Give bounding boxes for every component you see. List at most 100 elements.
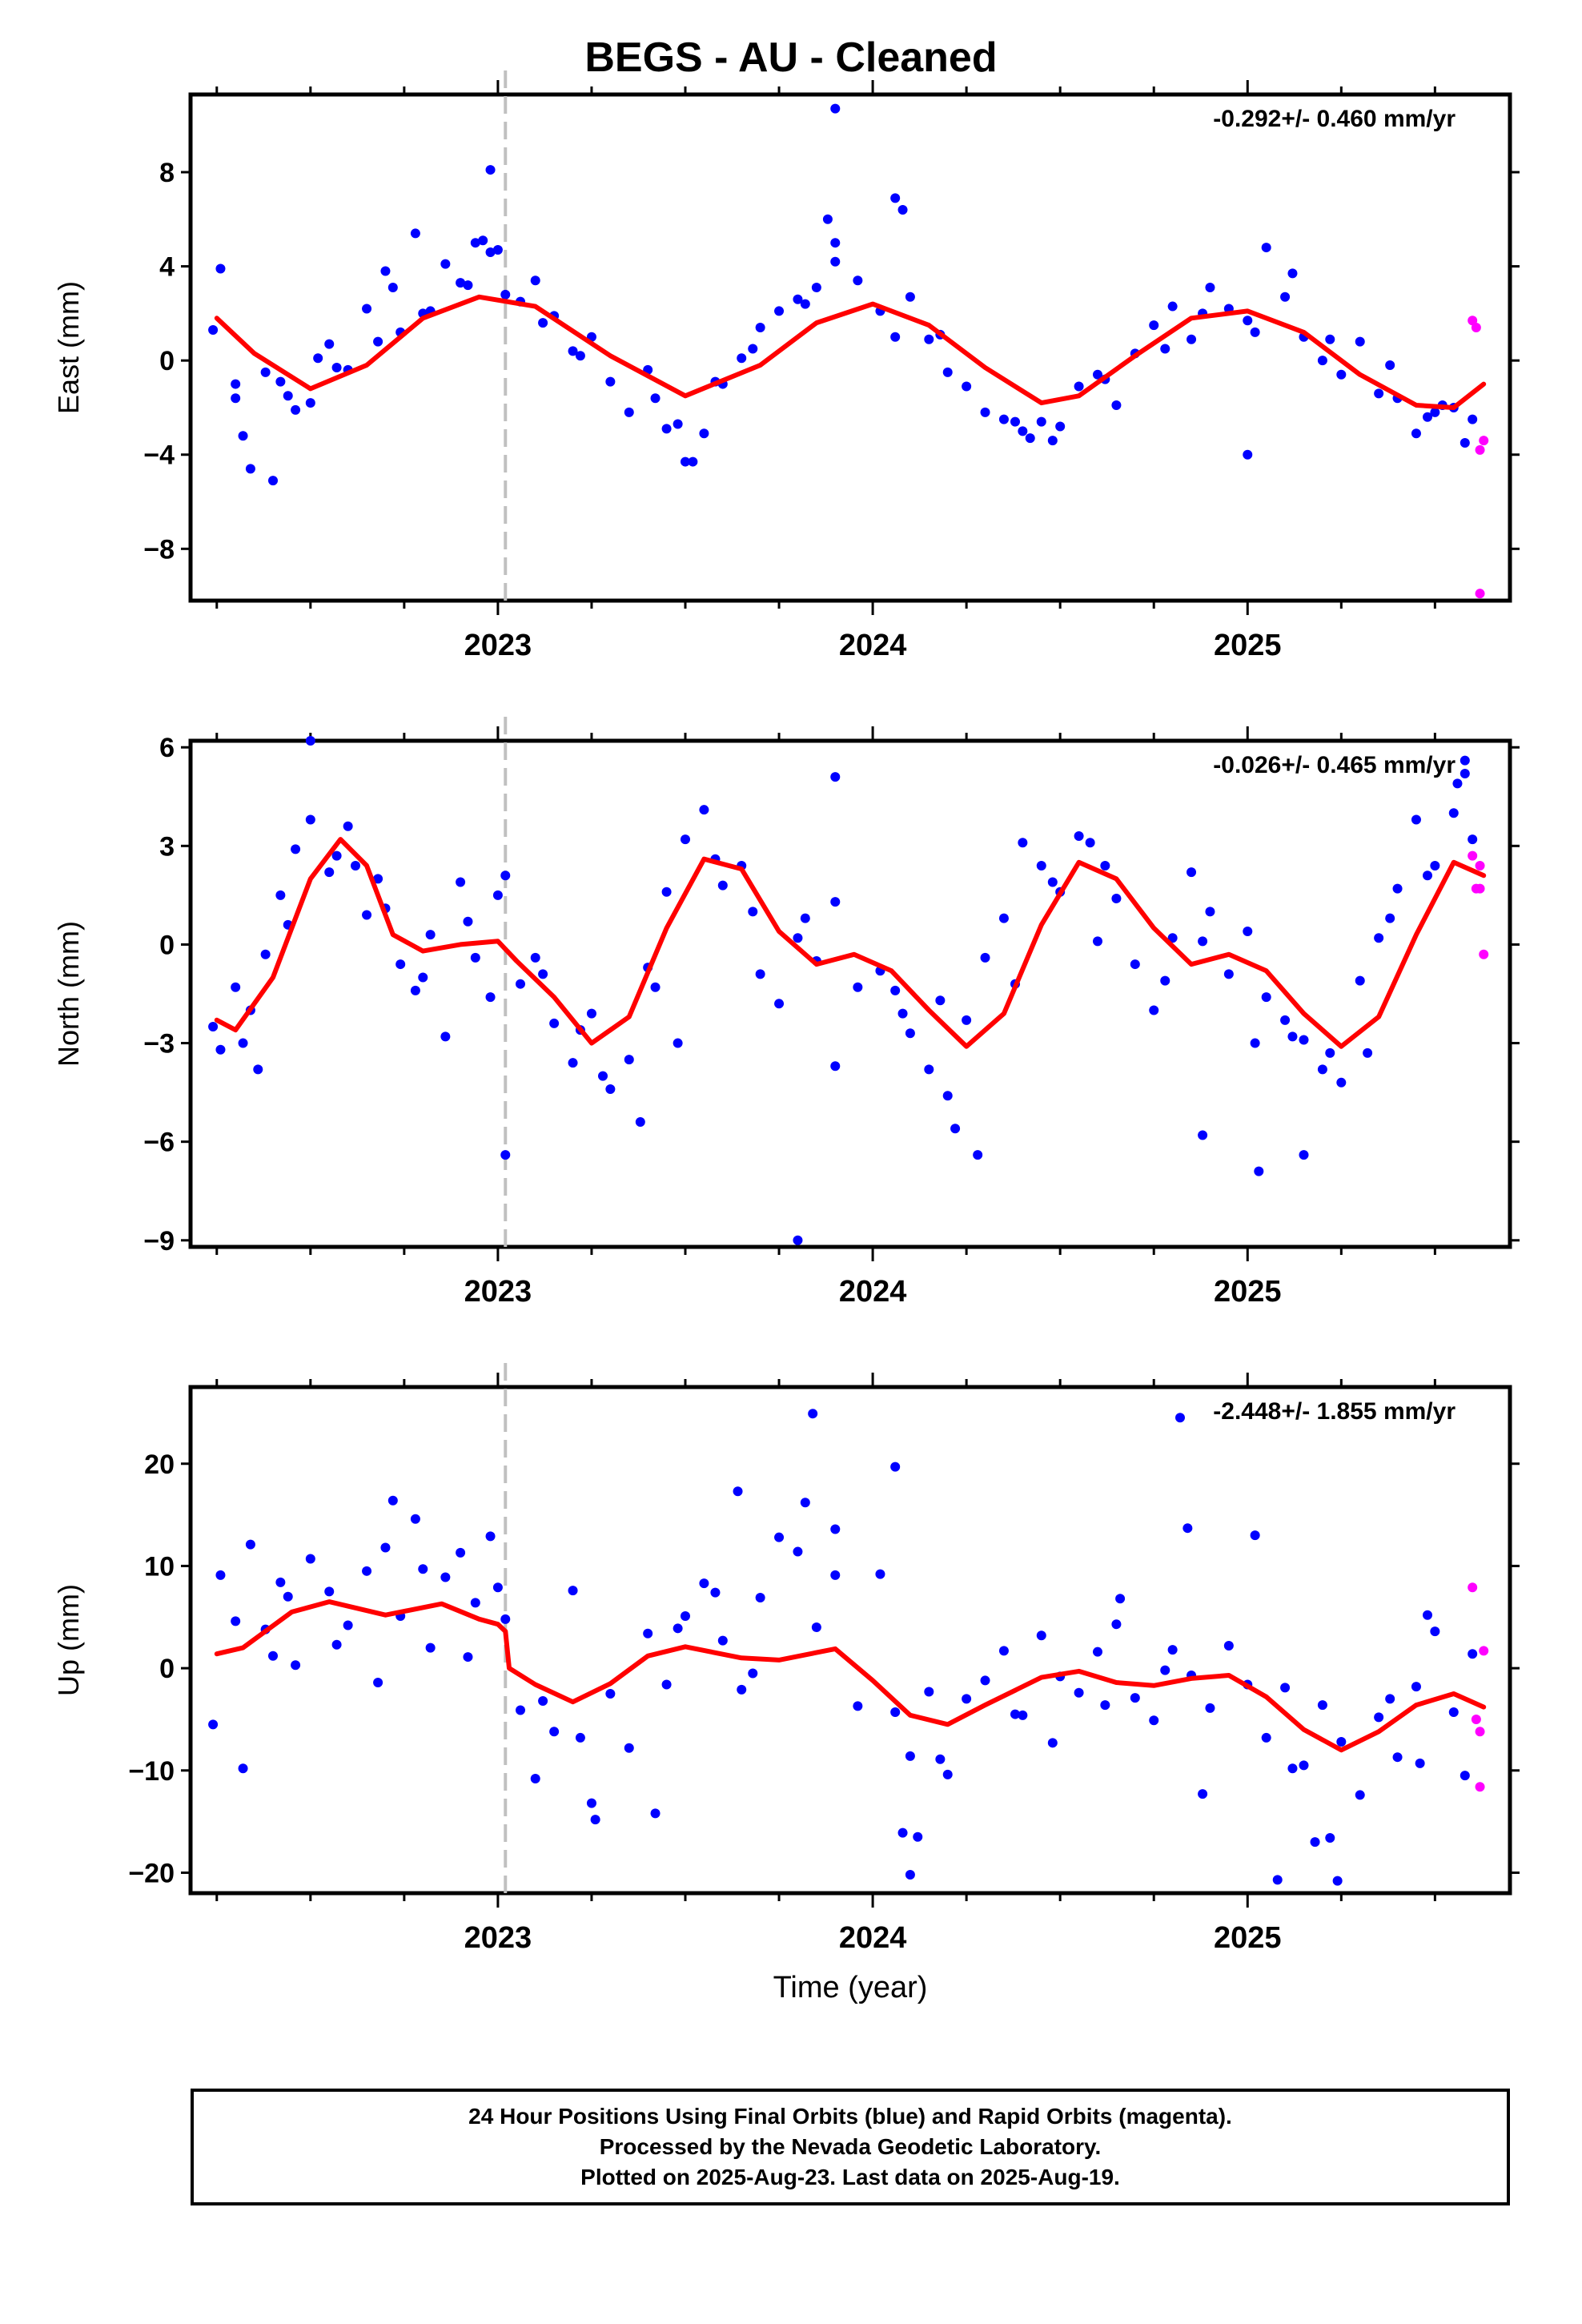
- final-orbit-point: [1250, 1038, 1260, 1048]
- footer-line-1: 24 Hour Positions Using Final Orbits (bl…: [468, 2104, 1232, 2129]
- final-orbit-point: [1325, 334, 1335, 344]
- final-orbit-point: [624, 1055, 634, 1065]
- final-orbit-point: [1325, 1047, 1335, 1058]
- final-orbit-point: [485, 992, 496, 1003]
- rapid-orbit-point: [1475, 444, 1485, 455]
- final-orbit-point: [942, 367, 953, 377]
- final-orbit-point: [1460, 1771, 1470, 1781]
- final-orbit-point: [1468, 414, 1478, 424]
- final-orbit-point: [586, 1798, 596, 1808]
- final-orbit-point: [830, 1524, 841, 1534]
- final-orbit-point: [215, 263, 226, 274]
- final-orbit-point: [962, 381, 972, 392]
- final-orbit-point: [905, 1751, 915, 1761]
- final-orbit-point: [1160, 344, 1170, 354]
- final-orbit-point: [733, 1486, 743, 1497]
- final-orbit-point: [1160, 1665, 1170, 1675]
- final-orbit-point: [1047, 436, 1058, 446]
- final-orbit-point: [362, 304, 372, 314]
- final-orbit-point: [410, 1514, 420, 1524]
- final-orbit-point: [1036, 416, 1046, 427]
- y-axis-label: North (mm): [52, 921, 85, 1067]
- final-orbit-point: [245, 1539, 255, 1550]
- final-orbit-point: [1223, 1641, 1234, 1651]
- final-orbit-point: [275, 1577, 286, 1587]
- final-orbit-point: [875, 1569, 885, 1579]
- final-orbit-point: [793, 1235, 803, 1245]
- final-orbit-point: [485, 165, 496, 175]
- final-orbit-point: [492, 1582, 503, 1593]
- final-orbit-point: [305, 398, 315, 408]
- final-orbit-point: [1325, 1833, 1335, 1844]
- final-orbit-point: [1010, 1709, 1020, 1719]
- final-orbit-point: [575, 1732, 585, 1743]
- final-orbit-point: [362, 1566, 372, 1576]
- final-orbit-point: [890, 1707, 901, 1718]
- final-orbit-point: [1460, 755, 1470, 766]
- final-orbit-point: [688, 456, 698, 467]
- final-orbit-point: [418, 1564, 428, 1574]
- final-orbit-point: [1093, 936, 1102, 947]
- y-tick-label: −8: [143, 534, 175, 565]
- final-orbit-point: [1205, 283, 1215, 293]
- final-orbit-point: [440, 259, 451, 269]
- x-tick-label: 2024: [839, 1275, 907, 1309]
- final-orbit-point: [260, 367, 271, 377]
- final-orbit-point: [755, 969, 765, 979]
- final-orbit-point: [1036, 860, 1046, 870]
- final-orbit-point: [463, 280, 473, 291]
- final-orbit-point: [897, 1827, 908, 1838]
- final-orbit-point: [485, 247, 496, 257]
- final-orbit-point: [440, 1031, 451, 1042]
- final-orbit-point: [373, 336, 383, 347]
- final-orbit-point: [1374, 388, 1384, 399]
- final-orbit-point: [935, 995, 946, 1006]
- final-orbit-point: [1149, 320, 1159, 331]
- final-orbit-point: [1299, 1760, 1309, 1771]
- final-orbit-point: [748, 344, 758, 354]
- rapid-orbit-point: [1468, 316, 1478, 326]
- final-orbit-point: [1385, 360, 1395, 371]
- panel-east: −8 −4 0 4 8 2023 2024 2025 East (mm) -0.292+/- 0.…: [52, 70, 1520, 662]
- final-orbit-point: [351, 860, 360, 870]
- final-orbit-point: [387, 283, 398, 293]
- final-orbit-point: [324, 1586, 335, 1597]
- plot-frame: [188, 92, 1512, 603]
- final-orbit-point: [268, 1651, 278, 1661]
- final-orbit-point: [890, 985, 901, 995]
- final-orbit-point: [1018, 426, 1028, 436]
- final-orbit-point: [492, 245, 503, 255]
- final-orbit-point: [1074, 831, 1084, 842]
- final-orbit-point: [1243, 449, 1253, 460]
- model-fit-line: [214, 294, 1487, 410]
- final-orbit-point: [313, 353, 323, 364]
- rapid-orbit-point: [1475, 860, 1485, 870]
- final-orbit-point: [538, 1695, 548, 1706]
- final-orbit-point: [890, 1462, 901, 1472]
- final-orbit-point: [998, 913, 1009, 923]
- y-tick-label: 10: [144, 1551, 175, 1582]
- final-orbit-point: [456, 278, 466, 288]
- final-orbit-point: [1243, 927, 1253, 937]
- final-orbit-point: [208, 324, 219, 335]
- final-orbit-point: [737, 1684, 747, 1695]
- final-orbit-point: [1186, 334, 1197, 344]
- final-orbit-point: [681, 456, 690, 467]
- final-orbit-point: [998, 1646, 1009, 1656]
- final-orbit-point: [500, 870, 511, 881]
- footer-caption: 24 Hour Positions Using Final Orbits (bl…: [191, 2089, 1510, 2205]
- final-orbit-point: [605, 376, 616, 387]
- final-orbit-point: [1287, 268, 1298, 279]
- y-tick-label: 0: [159, 346, 175, 376]
- final-orbit-point: [530, 952, 540, 963]
- final-orbit-point: [1310, 1837, 1320, 1848]
- final-orbit-point: [1336, 369, 1347, 380]
- final-orbit-point: [549, 1018, 560, 1028]
- final-orbit-point: [1205, 907, 1215, 917]
- final-orbit-point: [1336, 1737, 1347, 1747]
- final-orbit-point: [755, 323, 765, 333]
- final-orbit-point: [1355, 975, 1365, 986]
- rapid-orbit-point: [1471, 1714, 1481, 1724]
- final-orbit-point: [456, 877, 466, 887]
- final-orbit-point: [800, 299, 810, 309]
